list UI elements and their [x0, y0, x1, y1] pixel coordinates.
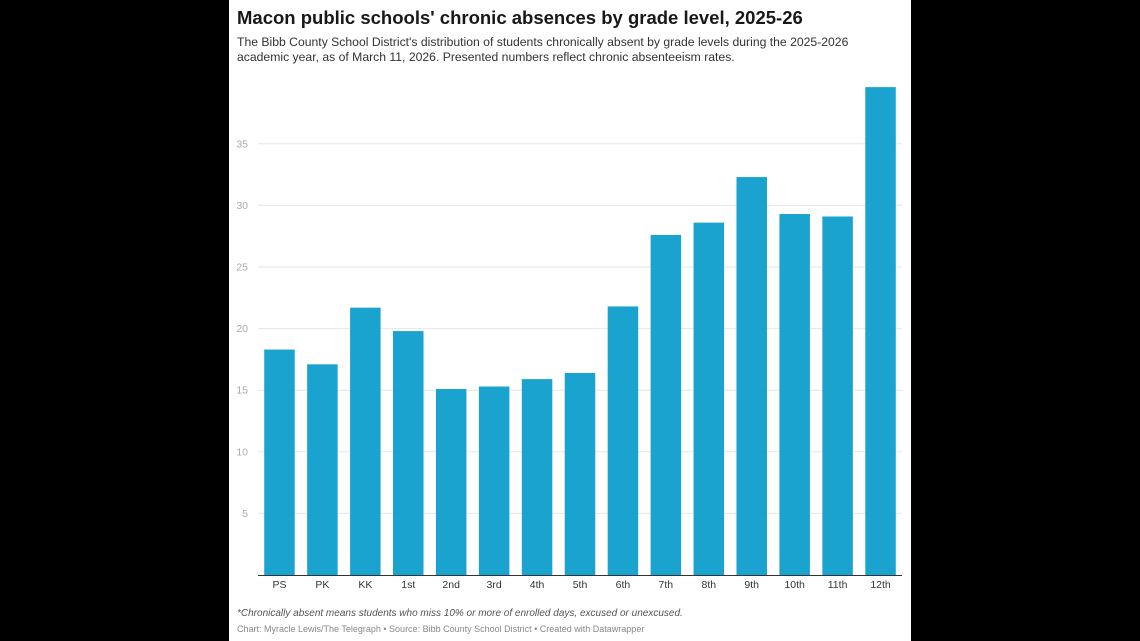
- x-tick-label: KK: [358, 579, 372, 591]
- bar: [435, 388, 467, 575]
- bar: [564, 372, 596, 575]
- bar: [350, 307, 381, 575]
- x-tick-label: PS: [272, 579, 286, 591]
- x-tick-label: 11th: [828, 579, 848, 591]
- bar: [779, 214, 810, 576]
- x-tick-label: 6th: [616, 579, 631, 591]
- x-tick-label: PK: [315, 579, 329, 591]
- x-tick-label: 1st: [401, 579, 415, 591]
- bar: [736, 177, 767, 575]
- x-tick-label: 12th: [870, 579, 891, 591]
- x-tick-label: 7th: [659, 579, 674, 591]
- bar: [264, 349, 295, 575]
- bar: [607, 306, 639, 575]
- chart-title: Macon public schools' chronic absences b…: [237, 7, 803, 28]
- bar: [307, 364, 338, 575]
- bar: [865, 87, 896, 576]
- bar: [393, 331, 424, 575]
- y-tick-label: 25: [236, 262, 248, 274]
- bar: [693, 222, 725, 575]
- chart-credit: Chart: Myracle Lewis/The Telegraph • Sou…: [237, 624, 645, 634]
- x-tick-label: 2nd: [442, 579, 460, 591]
- chart-subtitle: The Bibb County School District's distri…: [237, 35, 849, 64]
- y-tick-label: 10: [236, 446, 248, 458]
- bar: [650, 234, 682, 575]
- bar: [478, 386, 510, 575]
- y-tick-label: 30: [236, 200, 248, 212]
- x-tick-label: 4th: [530, 579, 545, 591]
- bar-chart: 5 10 15 20 25 30 35 PS PK KK 1st 2nd 3rd 4th 5th 6th 7th…: [236, 87, 902, 591]
- y-tick-label: 35: [236, 138, 248, 150]
- bar: [521, 379, 553, 575]
- y-tick-label: 5: [242, 508, 248, 520]
- x-tick-label: 5th: [573, 579, 588, 591]
- y-tick-label: 15: [236, 385, 248, 397]
- x-tick-label: 9th: [744, 579, 759, 591]
- x-tick-label: 8th: [701, 579, 716, 591]
- chart-footnote: *Chronically absent means students who m…: [237, 608, 683, 619]
- y-tick-label: 20: [236, 323, 248, 335]
- chart-card: Macon public schools' chronic absences b…: [229, 0, 911, 641]
- x-tick-label: 3rd: [487, 579, 502, 591]
- bar: [822, 216, 853, 575]
- x-tick-label: 10th: [784, 579, 805, 591]
